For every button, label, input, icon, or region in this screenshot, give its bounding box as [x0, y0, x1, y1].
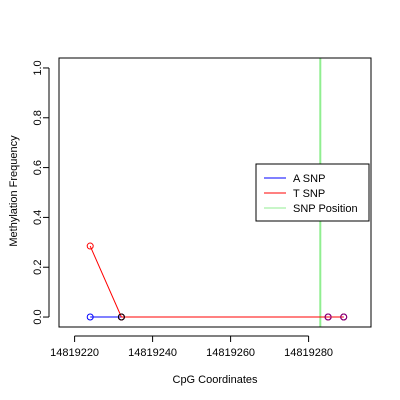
x-tick-label: 14819260 — [206, 347, 255, 359]
plot-frame — [58, 57, 372, 328]
y-tick-label: 0.8 — [32, 110, 44, 125]
series-line-1 — [89, 245, 344, 318]
y-axis-label: Methylation Frequency — [8, 135, 20, 247]
x-tick-label: 14819220 — [50, 347, 99, 359]
overlap-marker-0 — [117, 313, 125, 321]
legend-label-0: A SNP — [293, 173, 325, 185]
series-0-point-0 — [86, 313, 94, 321]
plot-area: 14819220 14819240 14819260 14819280 0.0 0.2 0.… — [32, 57, 372, 359]
overlap-marker-2 — [340, 313, 348, 321]
series-1-point-0 — [86, 242, 94, 250]
overlap-marker-1 — [324, 313, 332, 321]
y-tick-label: 0.0 — [32, 309, 44, 324]
x-tick-label: 14819280 — [284, 347, 333, 359]
y-tick-label: 0.4 — [32, 210, 44, 225]
legend-label-2: SNP Position — [293, 203, 358, 215]
x-tick-label: 14819240 — [128, 347, 177, 359]
y-tick-label: 1.0 — [32, 60, 44, 75]
x-axis-label: CpG Coordinates — [173, 374, 258, 386]
legend: A SNP T SNP SNP Position — [255, 163, 370, 222]
y-tick-label: 0.2 — [32, 260, 44, 275]
legend-label-1: T SNP — [293, 188, 325, 200]
y-tick-label: 0.6 — [32, 160, 44, 175]
